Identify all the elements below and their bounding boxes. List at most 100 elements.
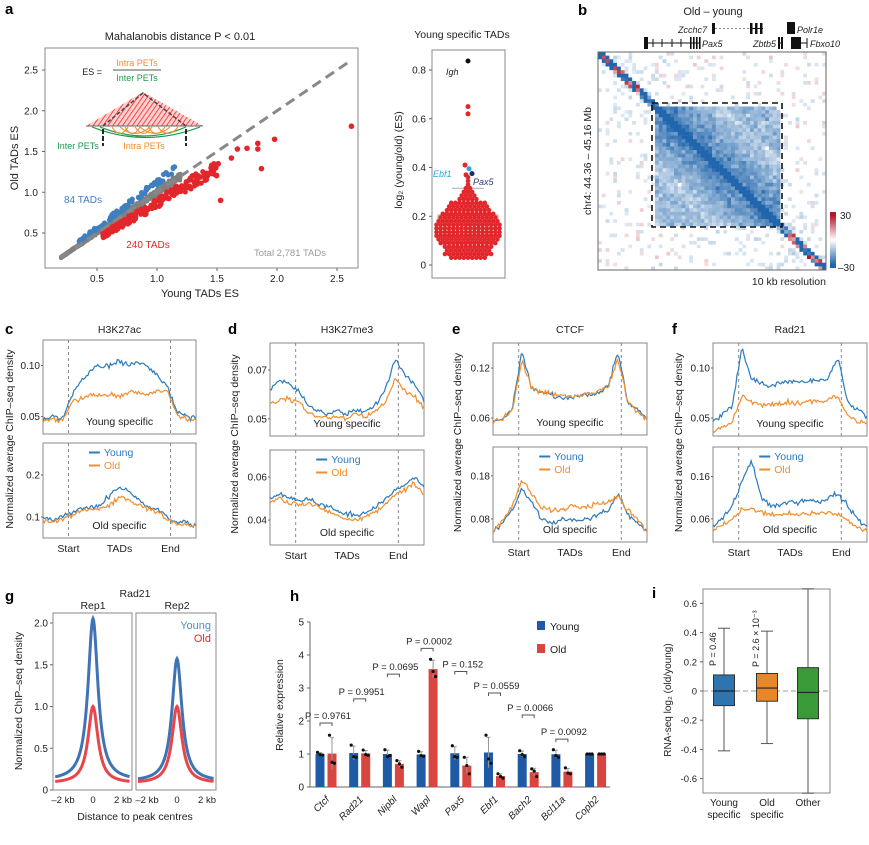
heatmap-cell — [742, 110, 747, 115]
heatmap-cell — [704, 161, 709, 165]
heatmap-cell — [677, 128, 682, 133]
heatmap-cell — [742, 124, 747, 129]
heatmap-cell — [605, 164, 610, 169]
heatmap-cell — [814, 179, 819, 184]
heatmap-cell — [647, 197, 652, 202]
heatmap-cell — [598, 200, 603, 205]
swarm-point — [446, 226, 452, 231]
heatmap-cell — [636, 146, 641, 151]
heatmap-cell — [598, 197, 603, 202]
heatmap-cell — [769, 215, 774, 220]
heatmap-cell — [605, 70, 610, 75]
heatmap-cell — [670, 59, 675, 64]
heatmap-cell — [609, 73, 614, 78]
heatmap-cell — [670, 70, 675, 75]
heatmap-cell — [788, 171, 793, 176]
heatmap-cell — [677, 150, 682, 155]
heatmap-cell — [677, 66, 682, 71]
heatmap-cell — [799, 62, 804, 67]
heatmap-cell — [685, 204, 690, 209]
heatmap-cell — [715, 193, 720, 198]
heatmap-cell — [700, 88, 705, 93]
heatmap-cell — [814, 117, 819, 122]
heatmap-cell — [791, 113, 796, 118]
heatmap-cell — [738, 113, 743, 118]
heatmap-cell — [693, 161, 698, 165]
heatmap-cell — [643, 131, 648, 136]
heatmap-cell — [807, 128, 812, 133]
heatmap-cell — [750, 157, 755, 162]
heatmap-cell — [719, 124, 724, 129]
heatmap-cell — [639, 197, 644, 202]
heatmap-cell — [704, 73, 709, 78]
heatmap-cell — [738, 200, 743, 205]
heatmap-cell — [628, 91, 633, 96]
heatmap-cell — [685, 142, 690, 147]
heatmap-cell — [662, 171, 667, 176]
heatmap-cell — [807, 70, 812, 75]
heatmap-cell — [704, 139, 709, 144]
heatmap-cell — [601, 182, 606, 187]
heatmap-cell — [685, 128, 690, 133]
heatmap-cell — [715, 157, 720, 162]
heatmap-cell — [753, 91, 758, 96]
heatmap-cell — [753, 193, 758, 198]
heatmap-cell — [628, 131, 633, 136]
heatmap-cell — [628, 113, 633, 118]
heatmap-cell — [666, 124, 671, 129]
heatmap-cell — [639, 186, 644, 191]
heatmap-cell — [636, 204, 641, 209]
heatmap-cell — [712, 190, 717, 194]
heatmap-cell — [708, 106, 713, 111]
heatmap-cell — [677, 186, 682, 191]
heatmap-cell — [598, 161, 603, 165]
heatmap-cell — [803, 99, 808, 104]
heatmap-cell — [807, 179, 812, 184]
heatmap-cell — [666, 84, 671, 89]
swarm-point — [457, 255, 462, 260]
heatmap-cell — [803, 190, 808, 194]
heatmap-cell — [799, 102, 804, 107]
heatmap-cell — [617, 193, 622, 198]
heatmap-cell — [704, 113, 709, 118]
gene-label-ebf1: Ebf1 — [433, 169, 452, 179]
swarm-point — [476, 244, 481, 250]
heatmap-cell — [658, 175, 663, 180]
heatmap-cell — [818, 62, 823, 67]
heatmap-cell — [810, 77, 815, 82]
heatmap-cell — [601, 135, 606, 140]
heatmap-cell — [670, 204, 675, 209]
heatmap-cell — [628, 84, 633, 89]
heatmap-cell — [685, 81, 690, 85]
heatmap-cell — [803, 146, 808, 151]
heatmap-cell — [624, 200, 629, 205]
heatmap-cell — [803, 77, 808, 82]
heatmap-cell — [677, 77, 682, 82]
heatmap-cell — [643, 200, 648, 205]
heatmap-cell — [624, 62, 629, 67]
heatmap-cell — [715, 161, 720, 165]
heatmap-cell — [689, 171, 694, 176]
heatmap-cell — [814, 222, 819, 227]
heatmap-cell — [738, 171, 743, 176]
heatmap-cell — [708, 131, 713, 136]
heatmap-cell — [715, 168, 720, 173]
heatmap-cell — [791, 124, 796, 129]
heatmap-cell — [734, 168, 739, 173]
heatmap-cell — [689, 164, 694, 169]
heatmap-cell — [753, 84, 758, 89]
heatmap-cell — [814, 52, 819, 56]
heatmap-cell — [746, 175, 751, 180]
heatmap-cell — [772, 215, 777, 220]
heatmap-cell — [613, 146, 618, 151]
heatmap-cell — [639, 204, 644, 209]
heatmap-cell — [647, 161, 652, 165]
heatmap-cell — [620, 200, 625, 205]
heatmap-cell — [613, 153, 618, 158]
heatmap-cell — [632, 211, 637, 216]
heatmap-cell — [765, 110, 770, 115]
heatmap-cell — [658, 161, 663, 165]
heatmap-cell — [795, 142, 800, 147]
heatmap-cell — [651, 73, 656, 78]
heatmap-cell — [628, 117, 633, 122]
